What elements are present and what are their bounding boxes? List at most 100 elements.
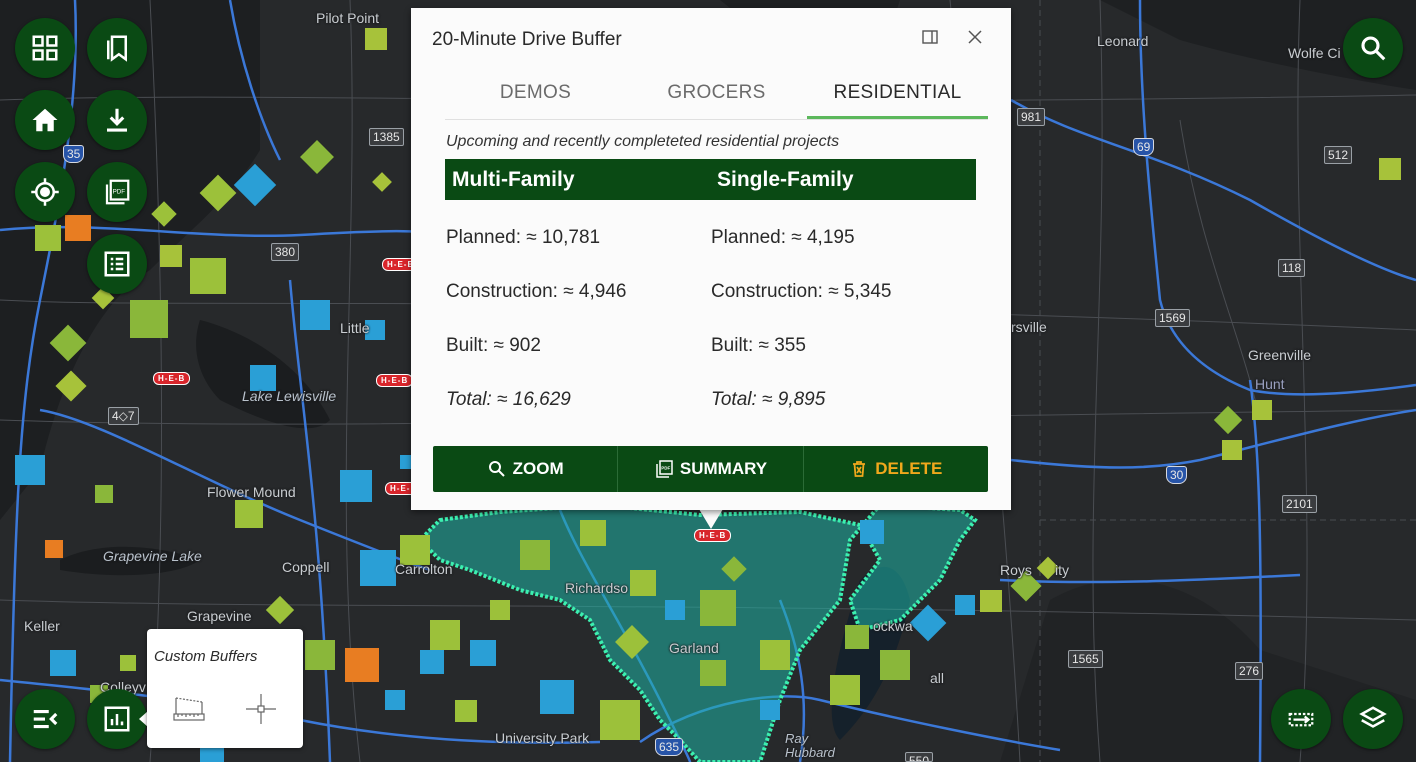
close-icon: [968, 30, 982, 44]
popup-title: 20-Minute Drive Buffer: [432, 29, 622, 50]
drive-buffer-popup: 20-Minute Drive Buffer DEMOS GROCERS RES…: [411, 8, 1011, 510]
label-garland: Garland: [669, 640, 719, 656]
label-carrollton: Carrolton: [395, 561, 453, 577]
svg-text:PDF: PDF: [113, 188, 126, 195]
custom-buffers-title: Custom Buffers: [154, 648, 258, 665]
custom-buffers-panel: Custom Buffers: [147, 629, 303, 748]
chart-icon: [104, 706, 130, 732]
menu-collapse-icon: [33, 709, 58, 729]
popup-tabs: DEMOS GROCERS RESIDENTIAL: [445, 74, 988, 120]
summary-label: SUMMARY: [679, 459, 768, 478]
shield-69: 69: [1133, 138, 1155, 156]
delete-button[interactable]: DELETE: [802, 446, 988, 492]
sf-total: Total: ≈ 9,895: [711, 389, 826, 410]
layers-icon: [1359, 706, 1387, 728]
tab-grocers[interactable]: GROCERS: [667, 82, 766, 103]
label-hunt: Hunt: [1255, 376, 1285, 392]
bookmarks-icon: [107, 35, 127, 62]
shield-550: 550: [905, 752, 934, 762]
residential-subtitle: Upcoming and recently completeted reside…: [446, 133, 840, 150]
download-button[interactable]: [87, 90, 147, 150]
label-rowlett: Roys: [1000, 562, 1032, 578]
shield-2101: 2101: [1282, 495, 1317, 513]
heb-marker[interactable]: H-E-B: [153, 372, 191, 385]
list-button[interactable]: [87, 234, 147, 294]
mf-construction: Construction: ≈ 4,946: [446, 281, 627, 302]
heb-marker[interactable]: H-E-B: [382, 258, 420, 271]
residential-header: Multi-Family Single-Family: [445, 159, 976, 200]
buffers-pointer: [139, 711, 148, 727]
locate-icon: [31, 178, 59, 206]
locate-button[interactable]: [15, 162, 75, 222]
label-little-elm: Little: [340, 320, 370, 336]
search-icon: [1361, 36, 1386, 61]
heb-marker[interactable]: H-E-B: [694, 529, 732, 542]
shield-407: 4◇7: [108, 407, 139, 425]
popup-actions: ZOOM PDF SUMMARY DELETE: [433, 446, 988, 492]
download-icon: [107, 108, 127, 132]
pdf-icon: PDF: [105, 179, 130, 205]
label-greenville: Greenville: [1248, 347, 1312, 363]
search-button[interactable]: [1343, 18, 1403, 78]
label-flower-mound: Flower Mound: [207, 484, 296, 500]
svg-text:PDF: PDF: [661, 466, 670, 471]
measure-button[interactable]: [1271, 689, 1331, 749]
sf-construction: Construction: ≈ 5,345: [711, 281, 892, 302]
drive-time-buffer-tool[interactable]: [169, 689, 209, 729]
label-farmersville: rsville: [1011, 319, 1047, 335]
label-lake-lewisville: Lake Lewisville: [242, 388, 337, 404]
delete-label: DELETE: [875, 459, 943, 478]
label-pilot-point: Pilot Point: [316, 10, 380, 26]
crosshair-icon: [246, 694, 276, 724]
layers-button[interactable]: [1343, 689, 1403, 749]
grid-qr-icon: [32, 35, 58, 61]
label-wolfe-city: Wolfe Ci: [1288, 45, 1341, 61]
popup-pointer: [699, 509, 723, 529]
label-richardson: Richardso: [565, 580, 629, 596]
header-single-family: Single-Family: [717, 168, 854, 191]
shield-1569: 1569: [1155, 309, 1190, 327]
pdf-icon: PDF: [656, 460, 673, 478]
tab-residential[interactable]: RESIDENTIAL: [807, 74, 988, 119]
label-keller: Keller: [24, 618, 60, 634]
close-button[interactable]: [963, 25, 987, 49]
shield-118: 118: [1278, 259, 1306, 277]
tab-demos[interactable]: DEMOS: [499, 82, 572, 103]
label-ray-hubbard: Ray Hubbard: [785, 731, 835, 760]
shield-981: 981: [1017, 108, 1046, 126]
chart-button[interactable]: [87, 689, 147, 749]
label-leonard: Leonard: [1097, 33, 1149, 49]
shield-1385: 1385: [369, 128, 404, 146]
header-multi-family: Multi-Family: [452, 168, 575, 191]
search-icon: [488, 461, 505, 477]
shield-380: 380: [271, 243, 300, 261]
label-grapevine-lake: Grapevine Lake: [103, 548, 202, 564]
pdf-button[interactable]: PDF: [87, 162, 147, 222]
shield-35: 35: [63, 145, 85, 163]
heb-marker[interactable]: H-E-B: [376, 374, 414, 387]
label-grapevine: Grapevine: [187, 608, 252, 624]
menu-collapse-button[interactable]: [15, 689, 75, 749]
label-royse-city: ity: [1055, 562, 1069, 578]
zoom-button[interactable]: ZOOM: [433, 446, 617, 492]
list-icon: [104, 251, 130, 277]
mf-planned: Planned: ≈ 10,781: [446, 227, 601, 248]
shield-635: 635: [655, 738, 684, 756]
home-button[interactable]: [15, 90, 75, 150]
label-university-park: University Park: [495, 730, 590, 746]
shield-512: 512: [1324, 146, 1353, 164]
mf-built: Built: ≈ 902: [446, 335, 541, 356]
summary-button[interactable]: PDF SUMMARY: [617, 446, 802, 492]
dock-button[interactable]: [918, 25, 942, 49]
shield-276: 276: [1235, 662, 1264, 680]
dock-icon: [922, 30, 938, 44]
point-buffer-tool[interactable]: [241, 689, 281, 729]
sf-planned: Planned: ≈ 4,195: [711, 227, 855, 248]
qr-grid-button[interactable]: [15, 18, 75, 78]
ruler-buffer-icon: [173, 697, 205, 721]
measure-icon: [1288, 712, 1314, 727]
label-fate: all: [930, 670, 945, 686]
home-icon: [32, 108, 58, 132]
zoom-label: ZOOM: [512, 459, 564, 478]
bookmarks-button[interactable]: [87, 18, 147, 78]
